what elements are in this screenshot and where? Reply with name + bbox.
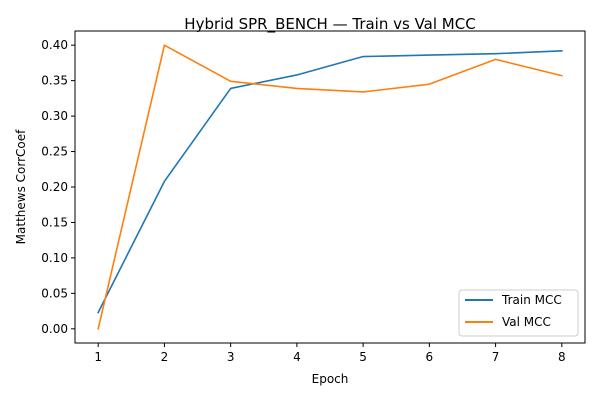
legend: Train MCC Val MCC: [458, 289, 579, 337]
chart-title: Hybrid SPR_BENCH — Train vs Val MCC: [184, 15, 475, 34]
x-tick-label: 4: [293, 350, 301, 364]
y-tick-label: 0.20: [41, 180, 68, 194]
x-tick-label: 6: [426, 350, 434, 364]
y-tick-label: 0.15: [41, 215, 68, 229]
y-tick-label: 0.10: [41, 251, 68, 265]
y-tick-label: 0.40: [41, 38, 68, 52]
x-tick-label: 2: [161, 350, 169, 364]
series-lines: [97, 44, 563, 330]
plot-area: 1 2 3 4 5 6 7 8 0.00 0.05 0.10 0.15 0.20 0.25 0.30 0.3…: [41, 30, 586, 364]
x-tick-label: 1: [94, 350, 102, 364]
y-tick-label: 0.35: [41, 74, 68, 88]
legend-label-train: Train MCC: [501, 293, 562, 307]
y-axis-label: Matthews CorrCoef: [14, 129, 28, 244]
val-mcc-line: [97, 44, 563, 330]
train-mcc-line: [97, 50, 563, 314]
x-axis-label: Epoch: [312, 372, 349, 386]
x-tick-label: 3: [227, 350, 235, 364]
y-tick-label: 0.30: [41, 109, 68, 123]
legend-label-val: Val MCC: [502, 315, 551, 329]
y-axis-ticks: 0.00 0.05 0.10 0.15 0.20 0.25 0.30 0.35 0.40: [41, 38, 75, 336]
y-tick-label: 0.05: [41, 286, 68, 300]
x-tick-label: 8: [558, 350, 566, 364]
y-tick-label: 0.25: [41, 145, 68, 159]
x-tick-label: 5: [359, 350, 367, 364]
legend-box: [458, 289, 579, 337]
x-axis-ticks: 1 2 3 4 5 6 7 8: [94, 343, 566, 364]
y-tick-label: 0.00: [41, 322, 68, 336]
x-tick-label: 7: [492, 350, 500, 364]
